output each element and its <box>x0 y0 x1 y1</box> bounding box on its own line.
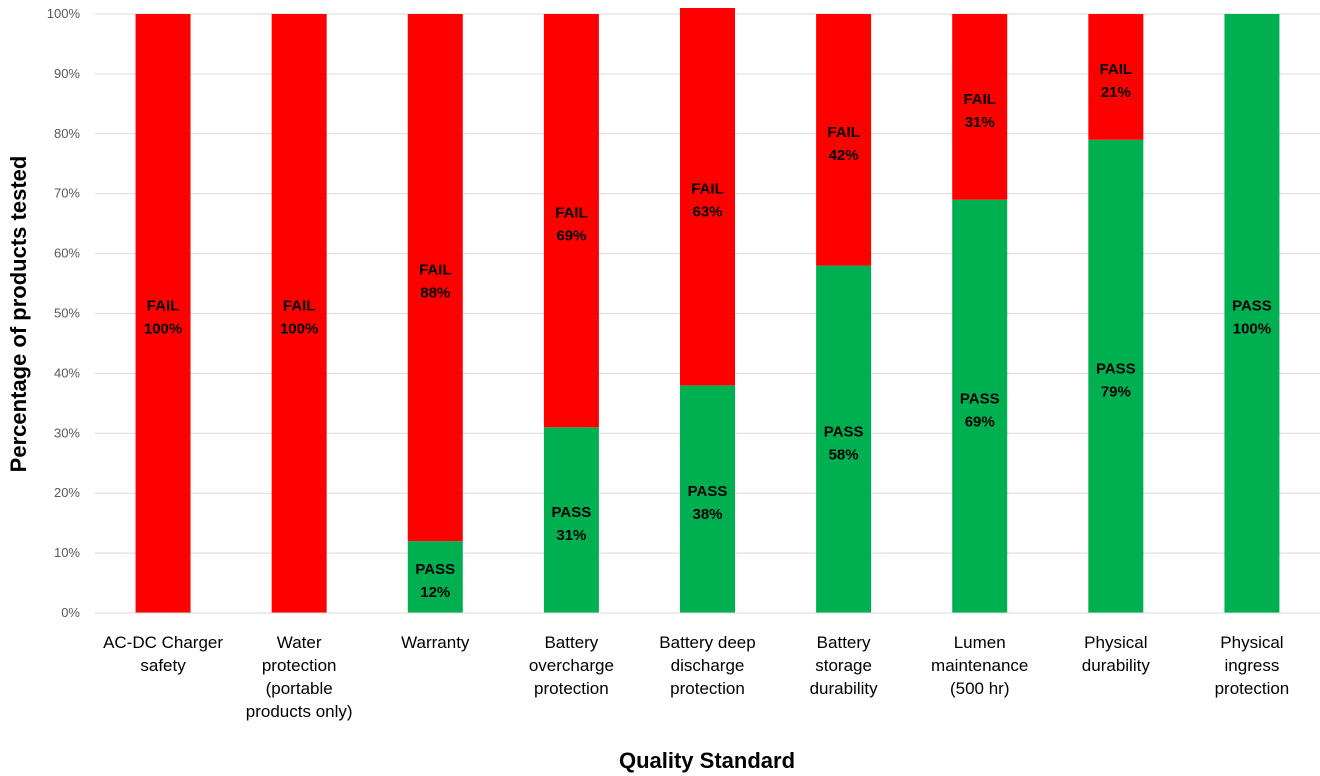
data-label-series: PASS <box>1232 298 1272 315</box>
data-label-series: FAIL <box>691 181 724 198</box>
data-label-value: 31% <box>556 527 586 544</box>
bar-segment-pass <box>407 541 463 613</box>
data-label-series: PASS <box>688 483 728 500</box>
data-label-value: 79% <box>1101 383 1131 400</box>
data-label-value: 69% <box>965 413 995 430</box>
bar-segment-pass <box>952 199 1008 613</box>
data-label-series: FAIL <box>1100 61 1133 78</box>
data-label-series: PASS <box>960 390 1000 407</box>
x-tick-label: AC-DC Charger safety <box>103 633 223 675</box>
data-label-series: FAIL <box>419 262 452 279</box>
x-tick-label: Water protection (portable products only) <box>246 633 353 721</box>
data-label-series: FAIL <box>147 298 180 315</box>
bar-segment-fail <box>1088 14 1144 140</box>
y-tick-label: 50% <box>54 306 80 321</box>
data-label-series: FAIL <box>555 205 588 222</box>
y-axis: 0% 10% 20% 30% 40% 50% 60% 70% 80% 90% 100% <box>47 6 81 620</box>
x-axis: AC-DC Charger safety Water protection (porta… <box>95 612 1320 721</box>
y-tick-label: 0% <box>61 605 80 620</box>
bar-segment-fail <box>952 14 1008 200</box>
data-label-series: PASS <box>415 561 455 578</box>
data-label-series: PASS <box>824 423 864 440</box>
data-label-series: FAIL <box>963 91 996 108</box>
bar-segment-fail <box>543 14 599 428</box>
y-tick-label: 10% <box>54 545 80 560</box>
data-label-series: PASS <box>552 504 592 521</box>
y-tick-label: 20% <box>54 485 80 500</box>
y-tick-label: 30% <box>54 425 80 440</box>
data-label-value: 42% <box>829 147 859 164</box>
data-label-value: 58% <box>829 446 859 463</box>
y-tick-label: 100% <box>47 6 81 21</box>
bars <box>135 8 1280 614</box>
x-tick-label: Lumen maintenance (500 hr) <box>931 633 1028 698</box>
data-label-value: 38% <box>692 506 722 523</box>
x-tick-label: Battery overcharge protection <box>529 633 614 698</box>
bar-segment-pass <box>1224 14 1280 613</box>
y-tick-label: 90% <box>54 66 80 81</box>
data-label-value: 100% <box>144 321 182 338</box>
bar-segment-fail <box>680 8 735 386</box>
x-tick-label: Battery deep discharge protection <box>659 633 755 698</box>
y-tick-label: 60% <box>54 246 80 261</box>
data-label-value: 31% <box>965 114 995 131</box>
bar-segment-pass <box>543 427 599 613</box>
y-tick-label: 70% <box>54 186 80 201</box>
data-label-value: 63% <box>692 204 722 221</box>
data-label-value: 88% <box>420 285 450 302</box>
bar-segment-pass <box>680 385 735 613</box>
x-tick-label: Battery storage durability <box>810 633 879 698</box>
x-axis-title: Quality Standard <box>619 748 795 773</box>
data-label-series: FAIL <box>827 124 860 141</box>
bar-segment-fail <box>135 14 191 613</box>
x-tick-label: Physical ingress protection <box>1215 633 1290 698</box>
data-label-series: FAIL <box>283 298 316 315</box>
bar-segment-fail <box>816 14 872 266</box>
data-label-value: 100% <box>1233 321 1271 338</box>
data-label-value: 100% <box>280 321 318 338</box>
bar-segment-pass <box>816 265 872 613</box>
data-labels: FAIL 100% FAIL 100% PASS 12% FAIL 88% PASS 31% FAI… <box>144 61 1272 601</box>
data-label-value: 21% <box>1101 84 1131 101</box>
y-axis-title: Percentage of products tested <box>6 156 31 473</box>
data-label-value: 12% <box>420 584 450 601</box>
bar-segment-pass <box>1088 139 1144 614</box>
data-label-value: 69% <box>556 228 586 245</box>
x-tick-label: Physical durability <box>1082 633 1151 675</box>
bar-segment-fail <box>271 14 327 613</box>
data-label-series: PASS <box>1096 360 1136 377</box>
x-tick-label: Warranty <box>401 633 470 652</box>
y-tick-label: 40% <box>54 365 80 380</box>
y-tick-label: 80% <box>54 126 80 141</box>
bar-segment-fail <box>407 14 463 542</box>
